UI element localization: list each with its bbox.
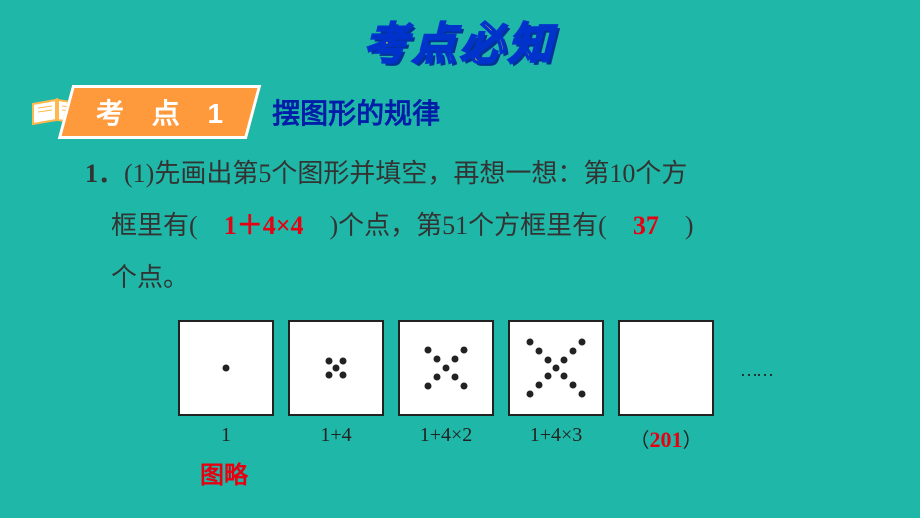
problem-part: (1) [124, 159, 154, 188]
dot [461, 346, 468, 353]
t5: 个点。 [111, 263, 189, 292]
t3: )个点，第51个方框里有( [304, 211, 633, 240]
pattern-label-4: 1+4×3 [508, 424, 604, 453]
pattern-box-1 [178, 320, 274, 416]
pattern-box-2 [288, 320, 384, 416]
answer-2: 37 [633, 211, 659, 240]
t2: 框里有( [111, 211, 224, 240]
dot [536, 348, 543, 355]
labels-row: 1 1+4 1+4×2 1+4×3 （201） [178, 424, 728, 453]
section-subtitle: 摆图形的规律 [272, 92, 440, 132]
section-header: 考 点 1 摆图形的规律 [28, 85, 440, 139]
section-tag-text: 考 点 1 [96, 92, 233, 132]
dot [433, 374, 440, 381]
pattern-box-5 [618, 320, 714, 416]
figure-note: 图略 [200, 455, 248, 490]
pattern-label-1: 1 [178, 424, 274, 453]
pattern-label-2: 1+4 [288, 424, 384, 453]
dot [578, 390, 585, 397]
pattern-label-3: 1+4×2 [398, 424, 494, 453]
pattern-row [178, 320, 728, 416]
problem-content: 1．(1)先画出第5个图形并填空，再想一想：第10个方 框框里有( 1＋4×4 … [85, 148, 860, 304]
page-title: 考点必知 [0, 0, 920, 72]
section-tag: 考 点 1 [58, 85, 262, 139]
dot [544, 373, 551, 380]
dot [433, 355, 440, 362]
dot [333, 365, 340, 372]
dot [461, 383, 468, 390]
pattern-label-5: （201） [618, 424, 714, 453]
pattern-box-4 [508, 320, 604, 416]
dot [452, 374, 459, 381]
dot [561, 356, 568, 363]
t4: ) [659, 211, 694, 240]
dot [527, 390, 534, 397]
dot [340, 357, 347, 364]
dot [578, 339, 585, 346]
problem-number: 1． [85, 159, 124, 188]
dot [569, 381, 576, 388]
problem-text: 1．(1)先画出第5个图形并填空，再想一想：第10个方 框框里有( 1＋4×4 … [85, 148, 860, 304]
title-text: 考点必知 [364, 20, 556, 69]
dot [325, 357, 332, 364]
answer-1: 1＋4×4 [224, 211, 304, 240]
dot [536, 381, 543, 388]
dot [443, 365, 450, 372]
dot [223, 365, 230, 372]
dot [424, 383, 431, 390]
t1: 先画出第5个图形并填空，再想一想：第10个方 [154, 159, 687, 188]
dot [544, 356, 551, 363]
dot [561, 373, 568, 380]
dot [340, 372, 347, 379]
dot [569, 348, 576, 355]
dot [325, 372, 332, 379]
pattern-box-3 [398, 320, 494, 416]
dot [424, 346, 431, 353]
ellipsis: …… [740, 360, 772, 381]
dot [553, 365, 560, 372]
dot [452, 355, 459, 362]
dot [527, 339, 534, 346]
